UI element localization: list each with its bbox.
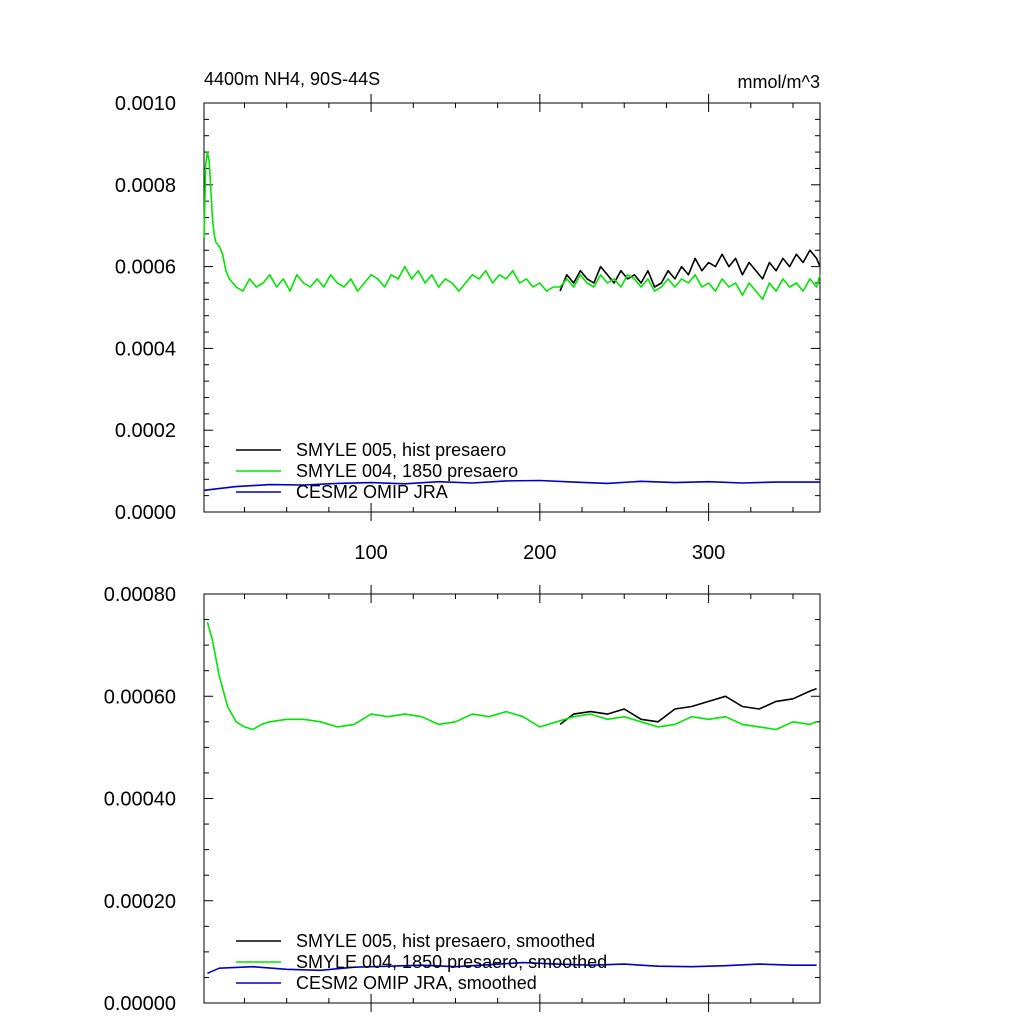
- legend-label: SMYLE 004, 1850 presaero, smoothed: [296, 952, 607, 972]
- series-line-1: [559, 249, 821, 292]
- legend-label: SMYLE 005, hist presaero: [296, 440, 506, 460]
- y-tick-label: 0.00060: [104, 686, 176, 708]
- legend-label: SMYLE 005, hist presaero, smoothed: [296, 931, 595, 951]
- legend-label: CESM2 OMIP JRA: [296, 482, 448, 502]
- series-line-2: [203, 151, 821, 301]
- y-tick-label: 0.00080: [104, 584, 176, 606]
- x-tick-label: 200: [523, 542, 556, 564]
- legend-label: SMYLE 004, 1850 presaero: [296, 461, 518, 481]
- y-tick-label: 0.0004: [115, 338, 176, 360]
- top-panel: 0.0000 0.0002 0.0004 0.0006 0.0008 0.0010 100 2…: [115, 69, 821, 564]
- y-tick-label: 0.0000: [115, 502, 176, 524]
- y-tick-label: 0.0006: [115, 257, 176, 279]
- y-tick-label: 0.0010: [115, 93, 176, 115]
- y-tick-label: 0.00000: [104, 993, 176, 1015]
- bottom-panel: 0.00000 0.00020 0.00040 0.00060 0.00080 SMYLE…: [104, 584, 821, 1015]
- x-tick-label: 300: [692, 542, 725, 564]
- x-tick-label: 100: [354, 542, 387, 564]
- legend-label: CESM2 OMIP JRA, smoothed: [296, 973, 537, 993]
- chart-title: 4400m NH4, 90S-44S: [204, 69, 380, 89]
- y-tick-label: 0.00020: [104, 891, 176, 913]
- units-label: mmol/m^3: [738, 72, 820, 92]
- series-line-1: [559, 687, 817, 726]
- series-line-3: [207, 961, 817, 975]
- y-tick-label: 0.0002: [115, 420, 176, 442]
- y-tick-label: 0.0008: [115, 175, 176, 197]
- series-line-3: [203, 479, 820, 492]
- y-tick-label: 0.00040: [104, 789, 176, 811]
- plot-frame: [203, 102, 821, 513]
- series-line-2: [206, 621, 817, 731]
